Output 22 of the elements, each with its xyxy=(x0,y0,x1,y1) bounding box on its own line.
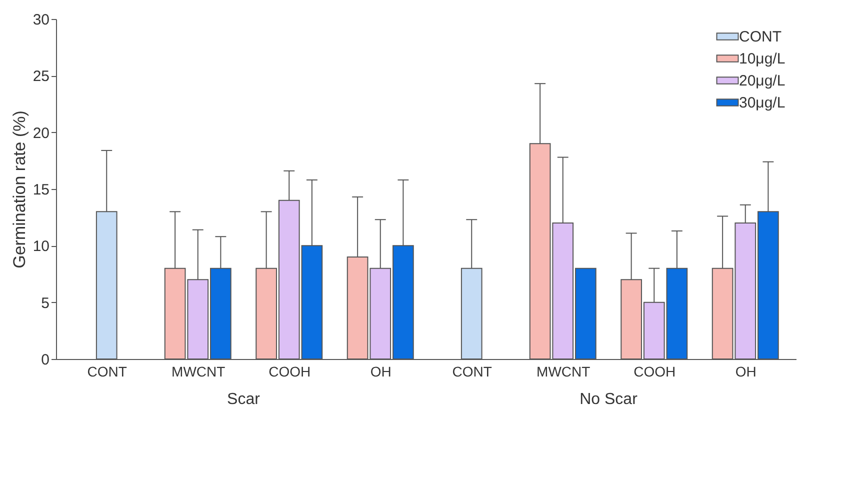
legend-label: 10μg/L xyxy=(739,50,786,68)
y-tick-label: 5 xyxy=(41,294,50,312)
x-tick-label: COOH xyxy=(634,364,676,380)
text: No Scar xyxy=(580,391,638,408)
legend-label: 20μg/L xyxy=(739,72,786,90)
x-tick-label: OH xyxy=(735,364,756,380)
y-tick-label: 0 xyxy=(41,352,50,368)
legend-label: CONT xyxy=(739,28,782,46)
legend-label: 30μg/L xyxy=(739,94,786,112)
x-tick-label: MWCNT xyxy=(172,364,226,380)
x-tick-label: MWCNT xyxy=(536,364,591,380)
x-tick-label: CONT xyxy=(87,364,128,380)
text: Scar xyxy=(227,391,261,408)
y-tick-label: 20 xyxy=(32,124,50,142)
y-axis-title: Germination rate (%) xyxy=(10,110,29,268)
x-tick-label: CONT xyxy=(452,364,492,380)
y-tick-label: 10 xyxy=(32,238,50,256)
x-tick-label: OH xyxy=(370,364,392,380)
y-tick-label: 25 xyxy=(32,68,50,86)
y-tick-label: 15 xyxy=(32,182,50,198)
x-tick-label: COOH xyxy=(268,364,311,380)
y-tick-label: 30 xyxy=(32,12,50,28)
